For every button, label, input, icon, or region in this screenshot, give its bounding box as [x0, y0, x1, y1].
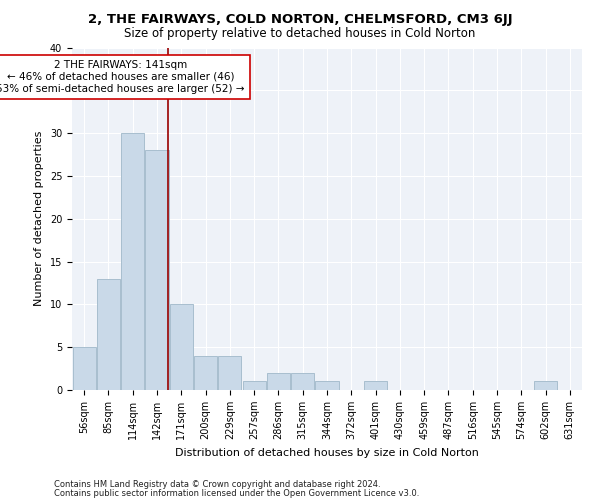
- Bar: [170, 304, 193, 390]
- Bar: [218, 356, 241, 390]
- Text: 2 THE FAIRWAYS: 141sqm
← 46% of detached houses are smaller (46)
53% of semi-det: 2 THE FAIRWAYS: 141sqm ← 46% of detached…: [0, 60, 245, 94]
- Bar: [534, 382, 557, 390]
- X-axis label: Distribution of detached houses by size in Cold Norton: Distribution of detached houses by size …: [175, 448, 479, 458]
- Text: Size of property relative to detached houses in Cold Norton: Size of property relative to detached ho…: [124, 28, 476, 40]
- Text: Contains HM Land Registry data © Crown copyright and database right 2024.: Contains HM Land Registry data © Crown c…: [54, 480, 380, 489]
- Bar: [194, 356, 217, 390]
- Bar: [121, 133, 144, 390]
- Bar: [316, 382, 338, 390]
- Text: Contains public sector information licensed under the Open Government Licence v3: Contains public sector information licen…: [54, 488, 419, 498]
- Bar: [145, 150, 169, 390]
- Bar: [267, 373, 290, 390]
- Y-axis label: Number of detached properties: Number of detached properties: [34, 131, 44, 306]
- Bar: [364, 382, 387, 390]
- Bar: [97, 278, 120, 390]
- Text: 2, THE FAIRWAYS, COLD NORTON, CHELMSFORD, CM3 6JJ: 2, THE FAIRWAYS, COLD NORTON, CHELMSFORD…: [88, 12, 512, 26]
- Bar: [73, 347, 95, 390]
- Bar: [242, 382, 266, 390]
- Bar: [291, 373, 314, 390]
